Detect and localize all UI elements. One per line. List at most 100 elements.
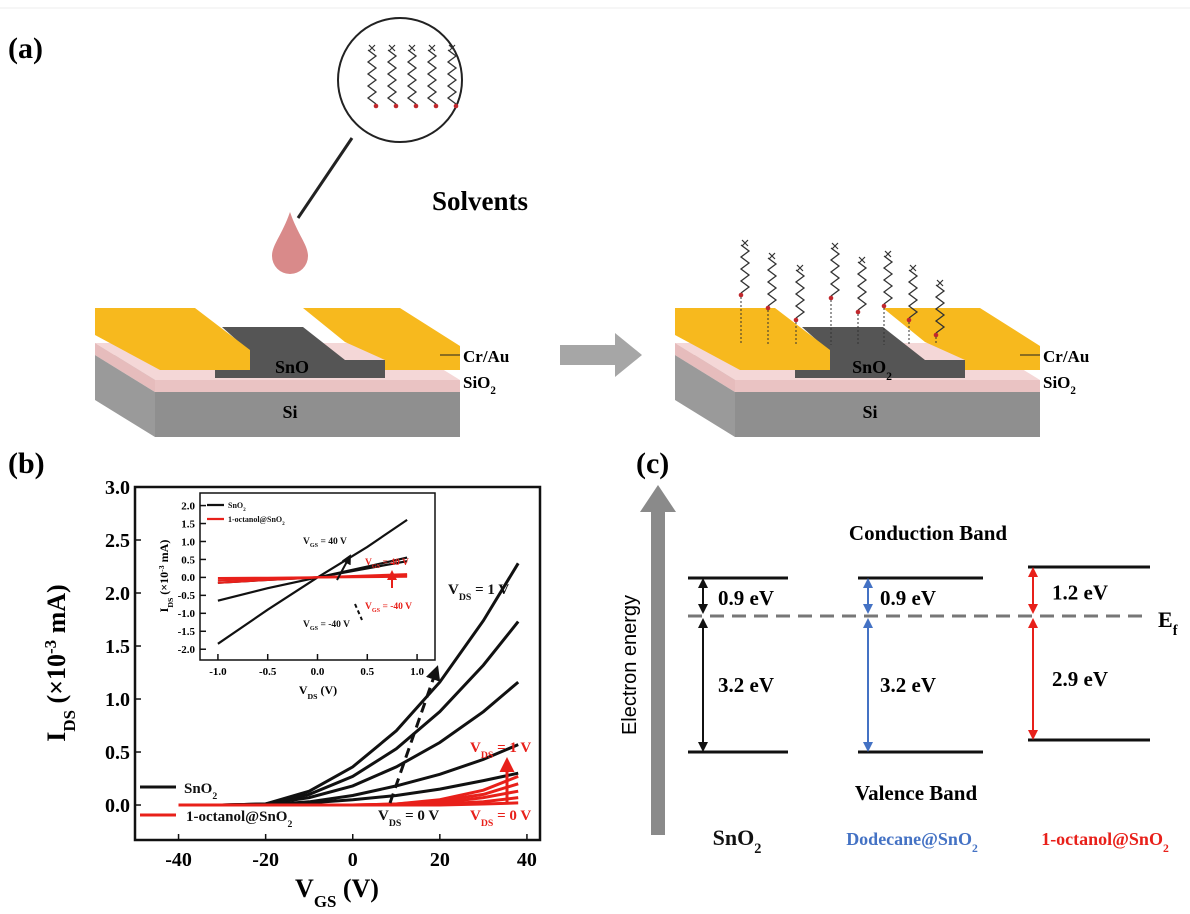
y-tick-label: -1.0 bbox=[178, 608, 196, 620]
solvents-label: Solvents bbox=[432, 186, 528, 216]
anchor-atom bbox=[739, 293, 744, 298]
oxide-label-part: SiO bbox=[463, 373, 490, 392]
material-label-part: 2 bbox=[754, 841, 761, 857]
y-tick-label: -2.0 bbox=[178, 644, 196, 656]
y-axis-title-part: mA) bbox=[157, 540, 171, 566]
annotation-part: = 0 V bbox=[493, 808, 531, 824]
x-tick-label: 40 bbox=[517, 849, 537, 871]
molecule-end bbox=[859, 257, 865, 263]
legend-label-part: 2 bbox=[212, 791, 217, 802]
y-axis-title-part: I bbox=[42, 732, 71, 742]
x-axis-title-part: (V) bbox=[317, 683, 337, 697]
material-label-part: 2 bbox=[1163, 842, 1169, 855]
y-tick-label: 2.0 bbox=[105, 583, 130, 605]
channel-label-part: SnO bbox=[275, 357, 309, 377]
x-axis-title: VGS (V) bbox=[295, 874, 379, 911]
y-axis-title-part: DS bbox=[166, 598, 175, 608]
x-axis-title-part: V bbox=[299, 683, 308, 697]
legend-label-part: 2 bbox=[287, 819, 292, 830]
gap-label: 2.9 eV bbox=[1052, 667, 1108, 691]
annotation-part: DS bbox=[389, 818, 402, 829]
electrode-label: Cr/Au bbox=[1043, 347, 1089, 366]
y-axis-title-part: (×10 bbox=[42, 654, 71, 710]
oxide-label: SiO2 bbox=[463, 373, 496, 397]
y-tick-label: 1.0 bbox=[181, 536, 195, 548]
annotation-part: DS bbox=[481, 750, 494, 761]
molecule bbox=[831, 248, 839, 296]
panel-label: (b) bbox=[8, 447, 45, 480]
device: SnO Cr/Au SiO2 Si bbox=[95, 308, 509, 437]
zoom-circle bbox=[338, 18, 462, 142]
channel-label-part: SnO bbox=[852, 357, 886, 377]
process-arrow bbox=[560, 333, 642, 377]
legend-label-part: SnO bbox=[184, 781, 212, 797]
y-tick-label: 1.0 bbox=[105, 689, 130, 711]
x-tick-label: -0.5 bbox=[259, 666, 277, 678]
y-tick-label: -0.5 bbox=[178, 590, 196, 602]
y-tick-label: 2.0 bbox=[181, 500, 195, 512]
annotation-part: = -40 V bbox=[380, 602, 412, 612]
molecule bbox=[768, 258, 776, 306]
molecule bbox=[884, 256, 892, 304]
substrate-label: Si bbox=[282, 402, 297, 422]
gap-label: 3.2 eV bbox=[718, 673, 774, 697]
fermi-label-part: E bbox=[1158, 607, 1173, 632]
y-axis-title-part: -3 bbox=[41, 640, 60, 654]
x-axis-title-part: GS bbox=[314, 892, 337, 911]
material-label: Dodecane@SnO2 bbox=[846, 829, 978, 855]
y-tick-label: 0.0 bbox=[105, 795, 130, 817]
panel-label: (c) bbox=[636, 447, 669, 480]
material-label-part: 1-octanol@SnO bbox=[1041, 829, 1163, 849]
annotation-part: DS bbox=[481, 818, 494, 829]
x-tick-label: 0.5 bbox=[360, 666, 374, 678]
anchor-atom bbox=[394, 104, 399, 109]
annotation-part: = 1 V bbox=[471, 582, 509, 598]
annotation-part: V bbox=[470, 740, 481, 756]
y-axis-title-part: mA) bbox=[42, 584, 71, 640]
molecule bbox=[858, 262, 866, 310]
x-tick-label: -20 bbox=[252, 849, 279, 871]
oxide-label-part: 2 bbox=[1070, 385, 1076, 397]
anchor-atom bbox=[856, 310, 861, 315]
energy-axis-arrow bbox=[640, 485, 676, 835]
annotation-part: = 40 V bbox=[318, 537, 347, 547]
fermi-label-part: f bbox=[1173, 623, 1178, 639]
material-label-part: SnO bbox=[713, 825, 755, 850]
anchor-atom bbox=[434, 104, 439, 109]
droplet bbox=[272, 212, 308, 274]
legend-label-part: 1-octanol@SnO bbox=[186, 809, 287, 825]
y-tick-label: 0.5 bbox=[181, 554, 195, 566]
gap-label: 0.9 eV bbox=[880, 586, 936, 610]
annotation-part: = 1 V bbox=[493, 740, 531, 756]
molecule-end bbox=[885, 251, 891, 257]
legend-label-part: 1-octanol@SnO bbox=[228, 515, 282, 524]
pointer bbox=[298, 138, 352, 218]
anchor-atom bbox=[766, 306, 771, 311]
substrate-front bbox=[735, 392, 1040, 437]
electrode-label: Cr/Au bbox=[463, 347, 509, 366]
material-label: 1-octanol@SnO2 bbox=[1041, 829, 1169, 855]
gap-label: 3.2 eV bbox=[880, 673, 936, 697]
molecule-end bbox=[910, 265, 916, 271]
x-tick-label: -40 bbox=[165, 849, 192, 871]
molecule-end bbox=[742, 240, 748, 246]
y-axis-title: IDS (×10-3 mA) bbox=[41, 584, 79, 741]
molecule bbox=[796, 270, 804, 318]
figure: SnOCr/AuSiO2SiSnO2Cr/AuSiO2Si (a)(b)(c)S… bbox=[0, 0, 1190, 914]
molecule-end bbox=[937, 280, 943, 286]
x-tick-label: 1.0 bbox=[410, 666, 424, 678]
oxide-label-part: 2 bbox=[490, 385, 496, 397]
gap-label: 0.9 eV bbox=[718, 586, 774, 610]
anchor-atom bbox=[374, 104, 379, 109]
band-label: Conduction Band bbox=[849, 521, 1007, 545]
anchor-atom bbox=[934, 333, 939, 338]
x-tick-label: 0.0 bbox=[311, 666, 325, 678]
series-line bbox=[218, 577, 407, 578]
anchor-atom bbox=[414, 104, 419, 109]
legend-label-part: 2 bbox=[243, 507, 246, 513]
material-label: SnO2 bbox=[713, 825, 762, 857]
x-axis-title-part: (V) bbox=[336, 874, 379, 903]
channel-label: SnO bbox=[275, 357, 309, 377]
annotation-part: V bbox=[448, 582, 459, 598]
y-tick-label: 2.5 bbox=[105, 530, 130, 552]
